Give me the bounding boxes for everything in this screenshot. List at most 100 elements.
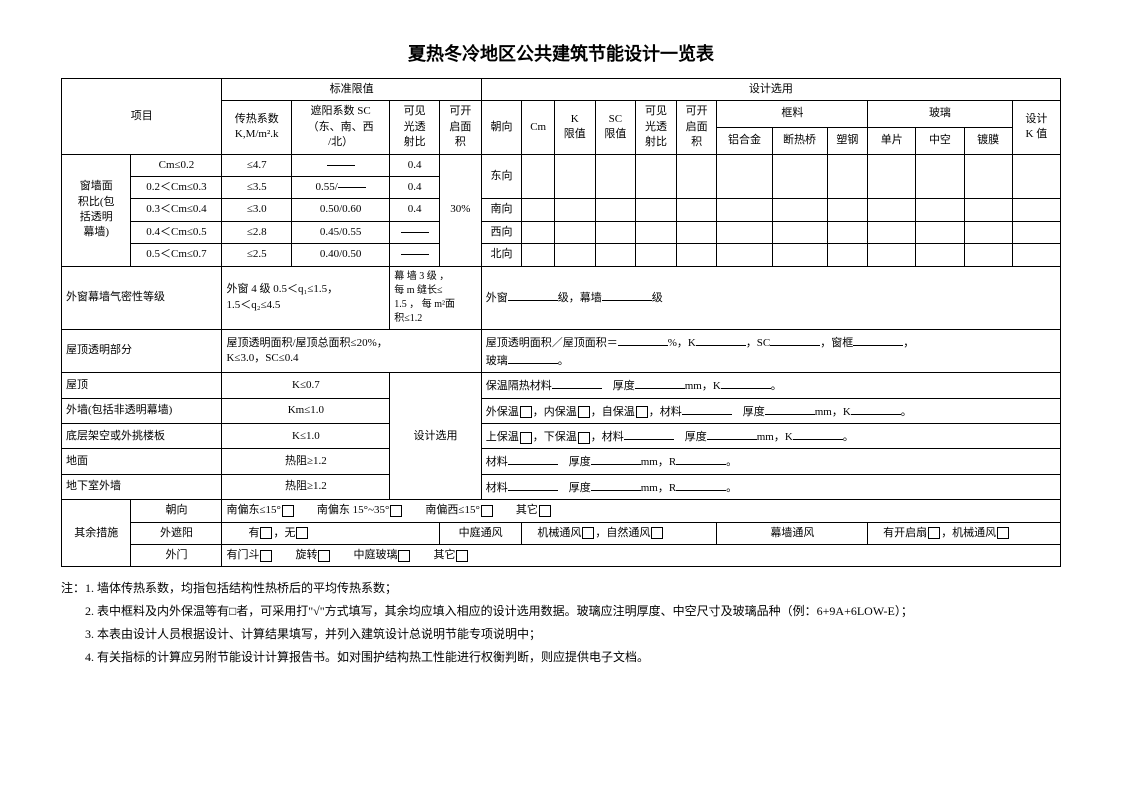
hdr-design: 设计选用	[481, 79, 1060, 101]
row-roof-label: 屋顶	[62, 373, 222, 398]
cell-sc: 0.50/0.60	[291, 199, 389, 221]
cell	[772, 154, 827, 199]
cell	[1012, 154, 1060, 199]
hdr-kval: 设计 K 值	[1012, 101, 1060, 154]
cell-v: 0.4	[390, 199, 440, 221]
hdr-frame: 框料	[717, 101, 868, 128]
cell	[522, 199, 555, 221]
cell-sc: 0.40/0.50	[291, 244, 389, 266]
cell	[554, 154, 595, 199]
cell	[868, 154, 916, 199]
hdr-coated: 镀膜	[964, 127, 1012, 154]
row-other-r2c5: 有开启扇，机械通风	[868, 522, 1061, 544]
hdr-visible2: 可见 光透 射比	[636, 101, 677, 154]
cell	[717, 244, 772, 266]
row-wall-design: 外保温，内保温，自保温，材料 厚度mm，K。	[481, 398, 1060, 423]
cell-k: ≤4.7	[222, 154, 291, 176]
cell	[595, 154, 636, 199]
rowhead-ratio: 窗墙面 积比(包 括透明 幕墙)	[62, 154, 131, 266]
cell	[676, 244, 717, 266]
cell-v: 0.4	[390, 154, 440, 176]
row-other-r2c2: 中庭通风	[440, 522, 522, 544]
cell-dir: 西向	[481, 221, 522, 243]
cell	[636, 221, 677, 243]
cell	[522, 221, 555, 243]
cell-cm: 0.4＜Cm≤0.5	[131, 221, 222, 243]
cell	[554, 199, 595, 221]
row-other-r1c: 南偏东≤15° 南偏东 15°~35° 南偏西≤15° 其它	[222, 500, 1061, 522]
cell	[717, 221, 772, 243]
cell	[868, 199, 916, 221]
cell	[916, 199, 964, 221]
row-other-r2c1: 有，无	[222, 522, 440, 544]
hdr-limit: 标准限值	[222, 79, 481, 101]
hdr-cm: Cm	[522, 101, 555, 154]
page-title: 夏热冬冷地区公共建筑节能设计一览表	[60, 40, 1062, 66]
hdr-sc: 遮阳系数 SC （东、南、西 /北）	[291, 101, 389, 154]
note-1: 注：1. 墙体传热系数，均指包括结构性热桥后的平均传热系数；	[61, 577, 1061, 600]
cell	[676, 154, 717, 199]
cell	[1012, 199, 1060, 221]
cell-k: ≤2.5	[222, 244, 291, 266]
cell-dir: 北向	[481, 244, 522, 266]
cell	[868, 221, 916, 243]
cell	[964, 244, 1012, 266]
cell	[595, 221, 636, 243]
cell	[595, 199, 636, 221]
cell-k: ≤3.0	[222, 199, 291, 221]
hdr-orient: 朝向	[481, 101, 522, 154]
cell-dir: 南向	[481, 199, 522, 221]
cell	[636, 154, 677, 199]
cell	[827, 221, 868, 243]
cell	[676, 221, 717, 243]
cell	[1012, 221, 1060, 243]
cell	[772, 199, 827, 221]
row-other-r2c4: 幕墙通风	[717, 522, 868, 544]
note-4: 4. 有关指标的计算应另附节能设计计算报告书。如对围护结构热工性能进行权衡判断，…	[61, 646, 1061, 669]
row-floor-label: 底层架空或外挑楼板	[62, 424, 222, 449]
cell-v	[390, 221, 440, 243]
hdr-al: 铝合金	[717, 127, 772, 154]
row-airtight-label: 外窗幕墙气密性等级	[62, 266, 222, 329]
cell-sc: 0.55/	[291, 176, 389, 198]
hdr-sclim: SC 限值	[595, 101, 636, 154]
cell	[595, 244, 636, 266]
cell	[916, 244, 964, 266]
row-wall-val: Km≤1.0	[222, 398, 390, 423]
note-2: 2. 表中框料及内外保温等有□者，可采用打"√"方式填写，其余均应填入相应的设计…	[61, 600, 1061, 623]
cell	[676, 199, 717, 221]
cell	[717, 199, 772, 221]
cell-open: 30%	[440, 154, 482, 266]
row-basement-label: 地下室外墙	[62, 474, 222, 499]
note-3: 3. 本表由设计人员根据设计、计算结果填写，并列入建筑设计总说明节能专项说明中；	[61, 623, 1061, 646]
cell-v: 0.4	[390, 176, 440, 198]
cell	[916, 221, 964, 243]
cell-cm: Cm≤0.2	[131, 154, 222, 176]
row-other-label: 其余措施	[62, 500, 131, 567]
cell	[827, 154, 868, 199]
cell	[964, 221, 1012, 243]
cell	[522, 244, 555, 266]
cell-sc	[291, 154, 389, 176]
cell	[772, 244, 827, 266]
hdr-klim: K 限值	[554, 101, 595, 154]
row-design-label: 设计选用	[390, 373, 481, 500]
cell	[964, 199, 1012, 221]
row-roof-design: 保温隔热材料 厚度mm，K。	[481, 373, 1060, 398]
row-basement-val: 热阻≥1.2	[222, 474, 390, 499]
row-airtight-limit: 外窗 4 级 0.5＜q₁≤1.5， 1.5＜q₂≤4.5	[222, 266, 390, 329]
row-rooftrans-label: 屋顶透明部分	[62, 329, 222, 373]
cell	[964, 154, 1012, 199]
cell-k: ≤3.5	[222, 176, 291, 198]
cell-cm: 0.5＜Cm≤0.7	[131, 244, 222, 266]
cell-cm: 0.3＜Cm≤0.4	[131, 199, 222, 221]
hdr-coef: 传热系数 K,M/m².k	[222, 101, 291, 154]
row-other-r2c3: 机械通风，自然通风	[522, 522, 717, 544]
row-basement-design: 材料 厚度mm，R。	[481, 474, 1060, 499]
cell	[916, 154, 964, 199]
notes: 注：1. 墙体传热系数，均指包括结构性热桥后的平均传热系数； 2. 表中框料及内…	[61, 577, 1061, 668]
cell-v	[390, 244, 440, 266]
row-ground-label: 地面	[62, 449, 222, 474]
row-airtight-right: 幕 墙 3 级 ， 每 m 缝长≤ 1.5 ， 每 m²面 积≤1.2	[390, 266, 481, 329]
cell-sc: 0.45/0.55	[291, 221, 389, 243]
